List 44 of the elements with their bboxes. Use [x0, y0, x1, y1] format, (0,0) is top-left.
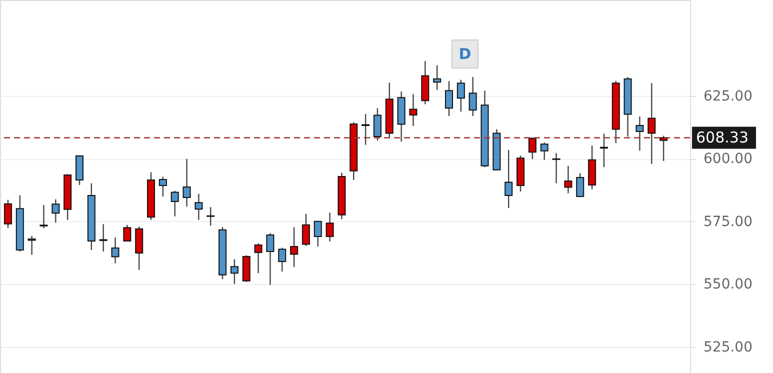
y-tick-label: 575.00: [704, 214, 752, 230]
candlestick: [456, 79, 465, 112]
candlestick: [52, 198, 60, 224]
ref-line-label: 608.33: [696, 128, 748, 147]
candlestick: [326, 212, 334, 242]
candlestick: [278, 247, 286, 272]
y-tick-label: 525.00: [704, 339, 752, 356]
y-tick-label: 600.00: [704, 151, 752, 168]
candlestick: [99, 224, 108, 252]
candlestick: [28, 235, 36, 256]
candlestick: [266, 232, 274, 286]
candlestick: [504, 149, 513, 209]
candlestick: [302, 213, 310, 247]
candlestick: [552, 152, 560, 184]
candlestick: [409, 94, 418, 127]
candlestick: [182, 158, 191, 208]
candlestick: [111, 236, 120, 264]
candlestick: [540, 142, 548, 160]
candlestick: [290, 226, 298, 268]
candlestick: [373, 108, 382, 142]
candlestick: [314, 220, 322, 248]
candlestick: [254, 242, 262, 274]
candlestick: [433, 64, 442, 90]
candlestick: [194, 193, 203, 220]
candlestick: [4, 199, 12, 229]
y-tick-label: 550.00: [704, 276, 752, 293]
y-tick-label: 625.00: [704, 88, 752, 104]
candlestick: [468, 76, 477, 117]
candlestick: [528, 137, 536, 160]
candlestick: [123, 224, 132, 242]
candlestick: [576, 172, 584, 198]
candlestick: [158, 176, 167, 198]
candlestick: [170, 190, 179, 217]
candlestick: [444, 80, 453, 117]
annotation: D: [458, 45, 472, 63]
candlestick: [648, 82, 656, 165]
candlestick: [206, 206, 215, 226]
candlestick: [564, 165, 572, 194]
candlestick: [636, 116, 644, 152]
candlestick: [660, 135, 668, 162]
candlestick: [362, 113, 370, 146]
candlestick: [40, 204, 48, 229]
candlestick: [600, 133, 608, 168]
candlestick: [230, 258, 238, 284]
